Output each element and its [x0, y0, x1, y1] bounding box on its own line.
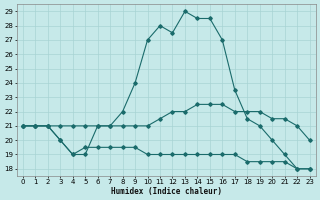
- X-axis label: Humidex (Indice chaleur): Humidex (Indice chaleur): [111, 187, 222, 196]
